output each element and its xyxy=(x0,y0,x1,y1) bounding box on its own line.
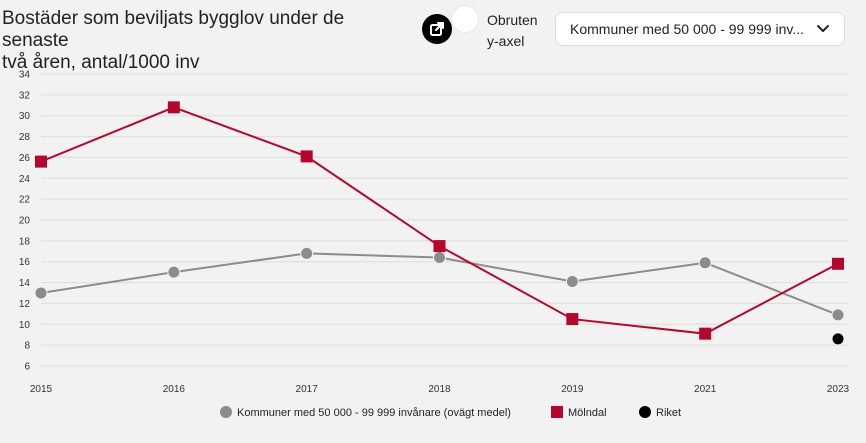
y-tick-label: 30 xyxy=(19,111,31,122)
data-point[interactable] xyxy=(300,150,313,163)
legend-label[interactable]: Kommuner med 50 000 - 99 999 invånare (o… xyxy=(237,407,511,419)
y-tick-label: 24 xyxy=(19,174,31,185)
y-tick-label: 26 xyxy=(19,153,31,164)
x-tick-label: 2023 xyxy=(827,384,850,395)
y-tick-label: 10 xyxy=(19,320,31,331)
data-point[interactable] xyxy=(565,275,579,289)
toggle-label-line1: Obruten xyxy=(487,12,538,28)
chart-title-line1: Bostäder som beviljats bygglov under de … xyxy=(2,8,345,51)
series-line xyxy=(40,106,839,335)
data-point[interactable] xyxy=(167,265,181,279)
legend-label[interactable]: Mölndal xyxy=(568,407,607,419)
data-point[interactable] xyxy=(433,251,446,265)
x-tick-label: 2021 xyxy=(694,384,717,395)
x-tick-label: 2016 xyxy=(163,384,186,395)
data-point[interactable] xyxy=(832,257,844,270)
y-tick-label: 18 xyxy=(19,236,31,247)
y-tick-label: 12 xyxy=(19,299,31,310)
data-point[interactable] xyxy=(35,155,47,168)
x-tick-label: 2017 xyxy=(296,384,319,395)
data-point[interactable] xyxy=(566,313,579,326)
data-point[interactable] xyxy=(831,308,845,322)
data-point[interactable] xyxy=(167,101,180,114)
data-point[interactable] xyxy=(831,332,845,346)
y-tick-label: 22 xyxy=(19,195,31,206)
data-point[interactable] xyxy=(698,256,712,270)
export-button[interactable] xyxy=(422,14,452,44)
legend-marker xyxy=(220,406,232,418)
data-point[interactable] xyxy=(699,327,712,340)
y-tick-label: 28 xyxy=(19,132,31,143)
y-tick-label: 16 xyxy=(19,257,31,268)
y-axis-toggle[interactable] xyxy=(451,5,479,33)
y-tick-label: 20 xyxy=(19,216,31,227)
y-tick-label: 6 xyxy=(24,362,30,373)
legend-marker xyxy=(639,406,651,418)
toggle-label-line2: y-axel xyxy=(487,33,525,49)
x-tick-label: 2015 xyxy=(30,384,53,395)
comparison-group-select[interactable]: Kommuner med 50 000 - 99 999 inv... xyxy=(555,12,845,46)
x-tick-label: 2019 xyxy=(561,384,584,395)
chart-title-line2: två åren, antal/1000 inv xyxy=(2,52,200,73)
y-tick-label: 32 xyxy=(19,90,31,101)
chevron-down-icon xyxy=(817,25,829,32)
data-point[interactable] xyxy=(300,246,314,260)
data-point[interactable] xyxy=(34,286,48,300)
legend-marker xyxy=(551,406,563,418)
y-tick-label: 14 xyxy=(19,278,31,289)
chart-title: Bostäder som beviljats bygglov under de … xyxy=(2,8,402,74)
y-axis-toggle-label: Obruten y-axel xyxy=(487,10,547,52)
x-tick-label: 2018 xyxy=(428,384,451,395)
y-tick-label: 8 xyxy=(24,341,30,352)
data-point[interactable] xyxy=(433,240,446,253)
legend-label[interactable]: Riket xyxy=(656,407,681,419)
external-link-icon xyxy=(430,22,444,36)
y-tick-label: 34 xyxy=(19,70,31,81)
